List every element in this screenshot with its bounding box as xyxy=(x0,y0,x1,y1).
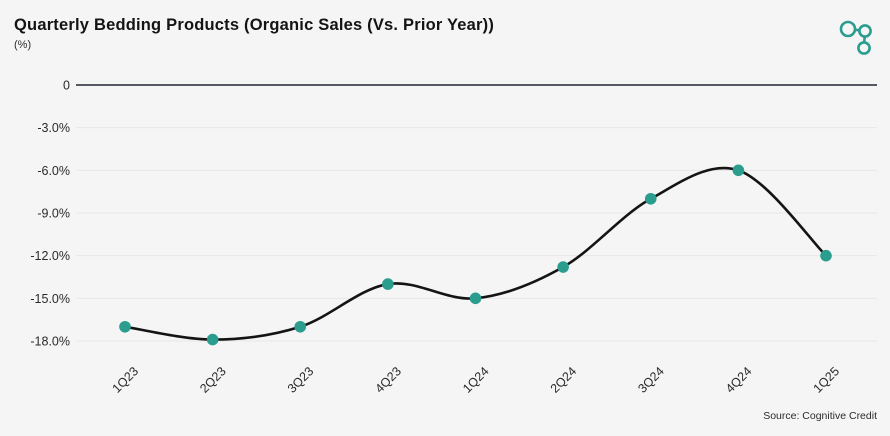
data-point-3Q23[interactable] xyxy=(294,320,307,333)
data-point-1Q25[interactable] xyxy=(820,249,832,262)
data-point-4Q24[interactable] xyxy=(732,164,745,177)
data-point-1Q23[interactable] xyxy=(119,320,131,333)
x-tick-label: 1Q24 xyxy=(460,364,492,396)
x-tick-label: 4Q23 xyxy=(372,364,404,396)
x-tick-label: 3Q23 xyxy=(285,364,317,396)
y-tick-label: 0 xyxy=(63,79,70,93)
x-tick-label: 3Q24 xyxy=(635,364,667,396)
source-attribution: Source: Cognitive Credit xyxy=(763,410,877,422)
x-tick-label: 2Q23 xyxy=(197,364,229,396)
y-tick-label: -12.0% xyxy=(30,249,70,263)
chart-title: Quarterly Bedding Products (Organic Sale… xyxy=(14,16,495,34)
y-tick-label: -9.0% xyxy=(37,207,70,221)
chart-subtitle: (%) xyxy=(14,38,32,51)
data-point-3Q24[interactable] xyxy=(644,192,657,205)
y-tick-label: -15.0% xyxy=(30,292,70,306)
data-point-1Q24[interactable] xyxy=(469,292,482,305)
data-point-2Q23[interactable] xyxy=(206,333,219,346)
y-tick-label: -6.0% xyxy=(37,164,70,178)
data-point-2Q24[interactable] xyxy=(557,261,569,273)
molecule-icon xyxy=(839,20,872,55)
data-point-4Q23[interactable] xyxy=(382,278,394,290)
y-tick-label: -18.0% xyxy=(30,335,70,349)
y-tick-label: -3.0% xyxy=(37,121,70,135)
chart-header: Quarterly Bedding Products (Organic Sale… xyxy=(14,16,830,51)
trend-line xyxy=(123,166,828,341)
x-tick-label: 1Q23 xyxy=(110,364,142,396)
x-tick-label: 1Q25 xyxy=(811,364,843,396)
x-tick-label: 2Q24 xyxy=(548,364,580,396)
x-tick-label: 4Q24 xyxy=(723,364,755,396)
